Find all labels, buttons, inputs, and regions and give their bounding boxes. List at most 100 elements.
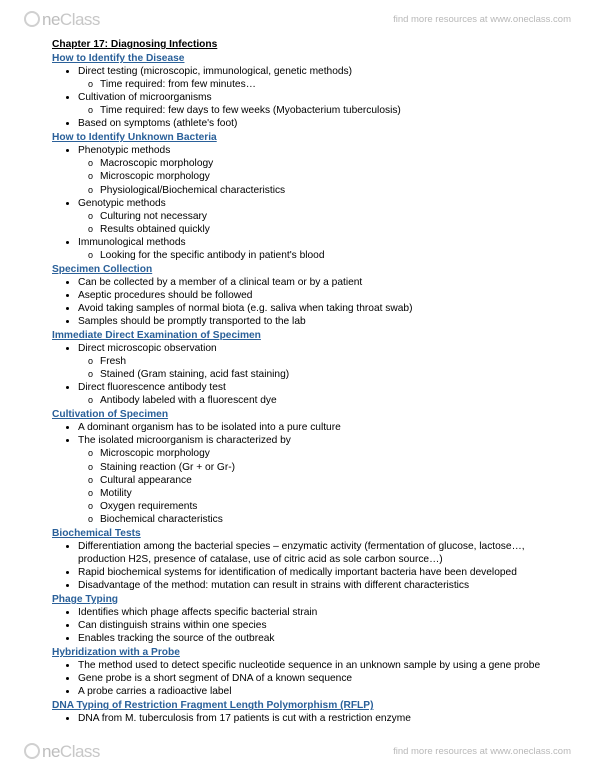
sub-list-item: Stained (Gram staining, acid fast staini… (100, 368, 555, 381)
list-item: Can be collected by a member of a clinic… (78, 276, 555, 289)
list-item-text: Direct microscopic observation (78, 343, 217, 354)
list-item: A probe carries a radioactive label (78, 685, 555, 698)
list-item-text: Differentiation among the bacterial spec… (78, 541, 525, 565)
list-item-text: Direct testing (microscopic, immunologic… (78, 66, 352, 77)
list-item: Can distinguish strains within one speci… (78, 619, 555, 632)
bullet-list: Differentiation among the bacterial spec… (52, 540, 555, 592)
bullet-list: Direct microscopic observationFreshStain… (52, 342, 555, 407)
sub-list-item: Physiological/Biochemical characteristic… (100, 184, 555, 197)
list-item: The method used to detect specific nucle… (78, 659, 555, 672)
list-item-text: Aseptic procedures should be followed (78, 290, 252, 301)
list-item-text: Samples should be promptly transported t… (78, 316, 306, 327)
sub-list-item: Fresh (100, 355, 555, 368)
logo-part1-footer: ne (42, 742, 60, 762)
section-heading: Hybridization with a Probe (52, 646, 555, 659)
header-tagline: find more resources at www.oneclass.com (393, 14, 571, 25)
list-item: Based on symptoms (athlete's foot) (78, 117, 555, 130)
document-body: Chapter 17: Diagnosing Infections How to… (0, 34, 595, 725)
sub-list-item: Motility (100, 487, 555, 500)
page-header: ne Class find more resources at www.onec… (0, 0, 595, 34)
section-heading: Cultivation of Specimen (52, 408, 555, 421)
list-item-text: DNA from M. tuberculosis from 17 patient… (78, 713, 411, 724)
sub-list-item: Time required: from few minutes… (100, 78, 555, 91)
bullet-list: Identifies which phage affects specific … (52, 606, 555, 645)
bullet-list: Can be collected by a member of a clinic… (52, 276, 555, 328)
bullet-list: Phenotypic methodsMacroscopic morphology… (52, 144, 555, 261)
list-item-text: The method used to detect specific nucle… (78, 660, 540, 671)
list-item-text: Enables tracking the source of the outbr… (78, 633, 275, 644)
list-item-text: A dominant organism has to be isolated i… (78, 422, 341, 433)
sub-bullet-list: Looking for the specific antibody in pat… (78, 249, 555, 262)
list-item-text: A probe carries a radioactive label (78, 686, 231, 697)
sub-list-item: Microscopic morphology (100, 447, 555, 460)
brand-logo: ne Class (24, 9, 100, 30)
brand-logo-footer: ne Class (24, 741, 100, 762)
list-item: Direct testing (microscopic, immunologic… (78, 65, 555, 91)
list-item: Direct microscopic observationFreshStain… (78, 342, 555, 381)
sub-list-item: Oxygen requirements (100, 500, 555, 513)
section-heading: How to Identify the Disease (52, 52, 555, 65)
list-item-text: Rapid biochemical systems for identifica… (78, 567, 517, 578)
logo-part1: ne (42, 10, 60, 30)
list-item-text: Based on symptoms (athlete's foot) (78, 118, 237, 129)
bullet-list: Direct testing (microscopic, immunologic… (52, 65, 555, 130)
list-item-text: Direct fluorescence antibody test (78, 382, 226, 393)
sub-list-item: Results obtained quickly (100, 223, 555, 236)
section-heading: Specimen Collection (52, 263, 555, 276)
sub-list-item: Staining reaction (Gr + or Gr-) (100, 461, 555, 474)
sub-list-item: Looking for the specific antibody in pat… (100, 249, 555, 262)
list-item-text: Can distinguish strains within one speci… (78, 620, 267, 631)
list-item: Differentiation among the bacterial spec… (78, 540, 555, 566)
list-item-text: Identifies which phage affects specific … (78, 607, 317, 618)
bullet-list: A dominant organism has to be isolated i… (52, 421, 555, 525)
list-item: Samples should be promptly transported t… (78, 315, 555, 328)
list-item: Avoid taking samples of normal biota (e.… (78, 302, 555, 315)
section-heading: Biochemical Tests (52, 527, 555, 540)
sub-list-item: Time required: few days to few weeks (My… (100, 104, 555, 117)
page-footer: ne Class find more resources at www.onec… (0, 736, 595, 770)
list-item-text: Gene probe is a short segment of DNA of … (78, 673, 352, 684)
list-item-text: Phenotypic methods (78, 145, 170, 156)
list-item-text: Avoid taking samples of normal biota (e.… (78, 303, 412, 314)
list-item: Genotypic methodsCulturing not necessary… (78, 197, 555, 236)
section-heading: How to Identify Unknown Bacteria (52, 131, 555, 144)
logo-ring-icon (24, 11, 40, 27)
sub-list-item: Antibody labeled with a fluorescent dye (100, 394, 555, 407)
logo-part2: Class (60, 10, 100, 30)
list-item-text: Disadvantage of the method: mutation can… (78, 580, 469, 591)
list-item: Direct fluorescence antibody testAntibod… (78, 381, 555, 407)
list-item: Identifies which phage affects specific … (78, 606, 555, 619)
list-item: Rapid biochemical systems for identifica… (78, 566, 555, 579)
bullet-list: The method used to detect specific nucle… (52, 659, 555, 698)
chapter-title: Chapter 17: Diagnosing Infections (52, 38, 555, 51)
section-heading: Phage Typing (52, 593, 555, 606)
sub-bullet-list: FreshStained (Gram staining, acid fast s… (78, 355, 555, 381)
sub-list-item: Biochemical characteristics (100, 513, 555, 526)
sub-list-item: Cultural appearance (100, 474, 555, 487)
list-item: Disadvantage of the method: mutation can… (78, 579, 555, 592)
list-item: Cultivation of microorganismsTime requir… (78, 91, 555, 117)
list-item: A dominant organism has to be isolated i… (78, 421, 555, 434)
list-item-text: Cultivation of microorganisms (78, 92, 212, 103)
sub-list-item: Microscopic morphology (100, 170, 555, 183)
footer-tagline: find more resources at www.oneclass.com (393, 746, 571, 757)
list-item: Gene probe is a short segment of DNA of … (78, 672, 555, 685)
sub-bullet-list: Macroscopic morphologyMicroscopic morpho… (78, 157, 555, 196)
section-heading: DNA Typing of Restriction Fragment Lengt… (52, 699, 555, 712)
list-item: Aseptic procedures should be followed (78, 289, 555, 302)
bullet-list: DNA from M. tuberculosis from 17 patient… (52, 712, 555, 725)
list-item: The isolated microorganism is characteri… (78, 434, 555, 525)
sub-bullet-list: Culturing not necessaryResults obtained … (78, 210, 555, 236)
logo-ring-icon (24, 743, 40, 759)
list-item: Enables tracking the source of the outbr… (78, 632, 555, 645)
sub-bullet-list: Time required: from few minutes… (78, 78, 555, 91)
section-heading: Immediate Direct Examination of Specimen (52, 329, 555, 342)
list-item: DNA from M. tuberculosis from 17 patient… (78, 712, 555, 725)
list-item-text: Can be collected by a member of a clinic… (78, 277, 362, 288)
list-item-text: The isolated microorganism is characteri… (78, 435, 291, 446)
list-item-text: Immunological methods (78, 237, 186, 248)
sub-list-item: Macroscopic morphology (100, 157, 555, 170)
list-item-text: Genotypic methods (78, 198, 166, 209)
logo-part2-footer: Class (60, 742, 100, 762)
sub-bullet-list: Time required: few days to few weeks (My… (78, 104, 555, 117)
